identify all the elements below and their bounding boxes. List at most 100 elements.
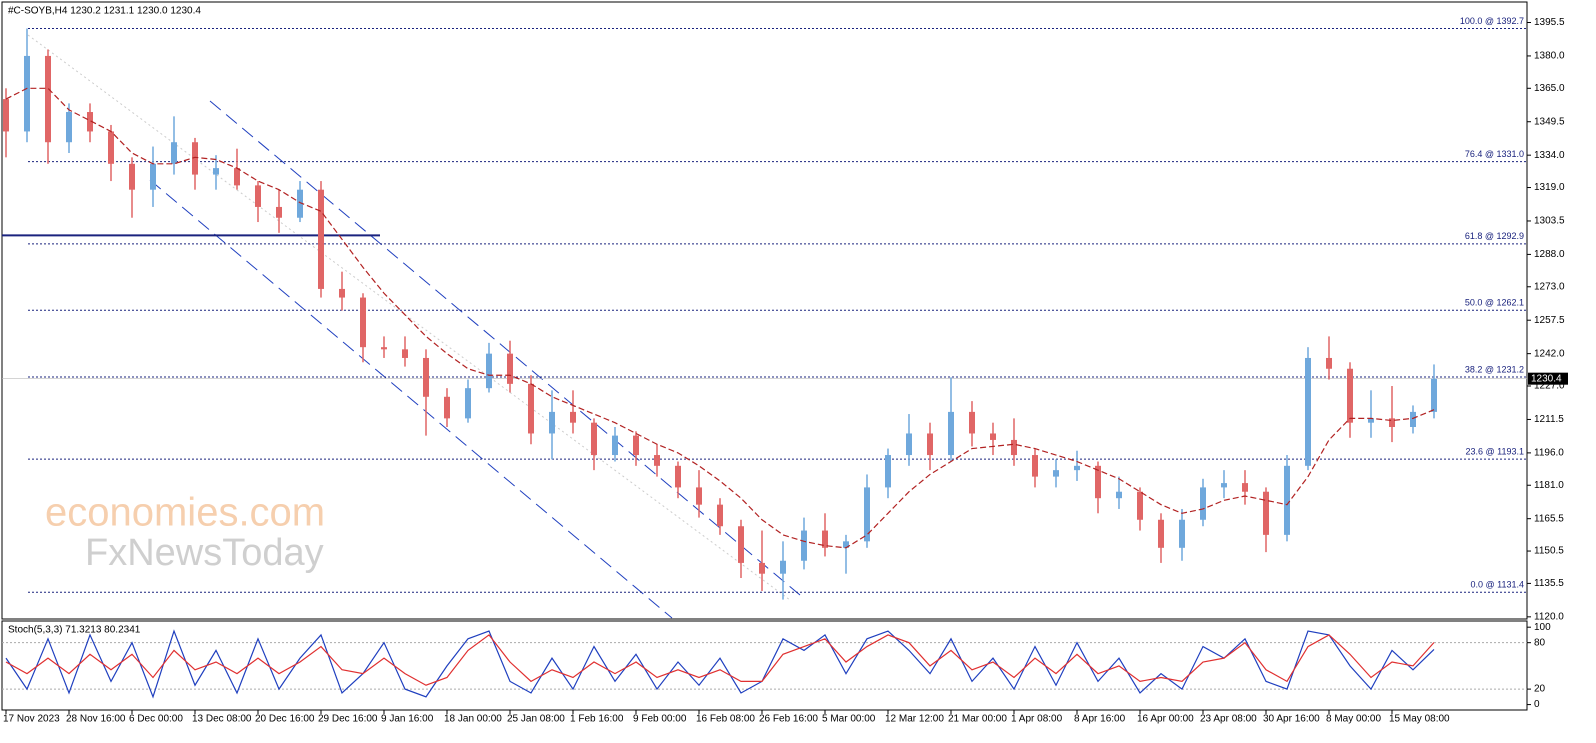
fib-label: 50.0 @ 1262.1	[1465, 298, 1524, 308]
candle-body	[213, 168, 219, 175]
candle-body	[780, 560, 786, 574]
candle-body	[1179, 519, 1185, 548]
candle-body	[1431, 378, 1437, 412]
x-tick-label: 15 May 08:00	[1389, 714, 1450, 725]
candle-body	[717, 504, 723, 527]
y-tick-label: 1120.0	[1534, 611, 1564, 622]
y-tick-label: 1165.5	[1534, 513, 1564, 524]
x-tick-label: 1 Apr 08:00	[1011, 714, 1063, 725]
candle-body	[1032, 455, 1038, 477]
candle-body	[843, 541, 849, 548]
y-tick-label: 100	[1534, 622, 1551, 633]
x-tick-label: 16 Apr 00:00	[1137, 714, 1194, 725]
x-tick-label: 8 May 00:00	[1326, 714, 1381, 725]
candle-body	[1326, 357, 1332, 369]
candle-body	[297, 189, 303, 218]
stoch-title: Stoch(5,3,3) 71.3213 80.2341	[8, 625, 141, 636]
candle-body	[549, 411, 555, 434]
y-tick-label: 1380.0	[1534, 51, 1565, 62]
candle-body	[360, 297, 366, 348]
candle-body	[339, 288, 345, 298]
candle-body	[66, 112, 72, 143]
y-tick-label: 1288.0	[1534, 249, 1565, 260]
candle-body	[1200, 487, 1206, 520]
y-tick-label: 20	[1534, 684, 1546, 695]
candle-body	[150, 163, 156, 190]
watermark: FxNewsToday	[85, 532, 324, 574]
candle-body	[87, 112, 93, 132]
y-tick-label: 1257.5	[1534, 315, 1565, 326]
y-tick-label: 1319.0	[1534, 182, 1565, 193]
candle-body	[1410, 411, 1416, 427]
y-tick-label: 1211.5	[1534, 414, 1564, 425]
candle-body	[1389, 418, 1395, 427]
candle-body	[969, 411, 975, 434]
stoch-panel	[1, 620, 1528, 711]
candle-body	[402, 349, 408, 358]
candle-body	[801, 530, 807, 561]
x-tick-label: 23 Apr 08:00	[1200, 714, 1257, 725]
x-tick-label: 16 Feb 08:00	[696, 714, 755, 725]
watermark: economies.com	[45, 491, 325, 535]
candle-body	[990, 433, 996, 440]
candle-body	[570, 411, 576, 423]
y-tick-label: 1242.0	[1534, 348, 1565, 359]
candle-body	[3, 99, 9, 132]
candle-body	[654, 455, 660, 466]
stoch-line	[5, 634, 1435, 686]
x-tick-label: 25 Jan 08:00	[507, 714, 565, 725]
candle-body	[129, 163, 135, 190]
fib-label: 0.0 @ 1131.4	[1470, 580, 1524, 590]
candle-body	[1137, 491, 1143, 520]
y-tick-label: 1334.0	[1534, 150, 1565, 161]
x-tick-label: 28 Nov 16:00	[66, 714, 126, 725]
y-tick-label: 1181.0	[1534, 480, 1564, 491]
candle-body	[45, 55, 51, 143]
fib-label: 38.2 @ 1231.2	[1465, 364, 1524, 374]
x-tick-label: 6 Dec 00:00	[129, 714, 183, 725]
fib-label: 23.6 @ 1193.1	[1465, 447, 1524, 457]
y-tick-label: 1135.5	[1534, 578, 1564, 589]
y-tick-label: 1273.0	[1534, 281, 1565, 292]
x-tick-label: 20 Dec 16:00	[255, 714, 315, 725]
candle-body	[381, 347, 387, 350]
candle-body	[906, 433, 912, 456]
y-tick-label: 1365.0	[1534, 83, 1565, 94]
candle-body	[1263, 491, 1269, 535]
candle-body	[255, 185, 261, 207]
candle-body	[822, 530, 828, 548]
x-tick-label: 9 Jan 16:00	[381, 714, 434, 725]
candle-body	[318, 189, 324, 289]
y-tick-label: 1150.5	[1534, 546, 1564, 557]
candle-body	[465, 388, 471, 419]
candle-body	[612, 435, 618, 456]
last-price-box	[1528, 372, 1568, 385]
candle-body	[1221, 483, 1227, 488]
y-tick-label: 1196.0	[1534, 448, 1564, 459]
candle-body	[633, 435, 639, 456]
candle-body	[276, 206, 282, 218]
candle-body	[759, 562, 765, 574]
fib-trendline	[27, 34, 791, 601]
x-tick-label: 17 Nov 2023	[3, 714, 60, 725]
candle-body	[948, 411, 954, 456]
x-tick-label: 9 Feb 00:00	[633, 714, 687, 725]
candle-body	[1053, 470, 1059, 477]
candle-body	[234, 168, 240, 186]
x-tick-label: 26 Feb 16:00	[759, 714, 818, 725]
chart-title: #C-SOYB,H4 1230.2 1231.1 1230.0 1230.4	[8, 6, 201, 17]
x-tick-label: 21 Mar 00:00	[948, 714, 1007, 725]
candle-body	[108, 131, 114, 164]
candle-body	[675, 465, 681, 488]
candle-body	[171, 142, 177, 164]
candle-body	[486, 353, 492, 389]
y-tick-label: 1303.5	[1534, 216, 1565, 227]
stoch-line	[5, 629, 1435, 699]
candle-body	[1305, 357, 1311, 466]
candle-body	[423, 357, 429, 397]
y-tick-label: 0	[1534, 699, 1540, 710]
candle-body	[444, 396, 450, 419]
candle-body	[591, 422, 597, 456]
x-tick-label: 12 Mar 12:00	[885, 714, 944, 725]
